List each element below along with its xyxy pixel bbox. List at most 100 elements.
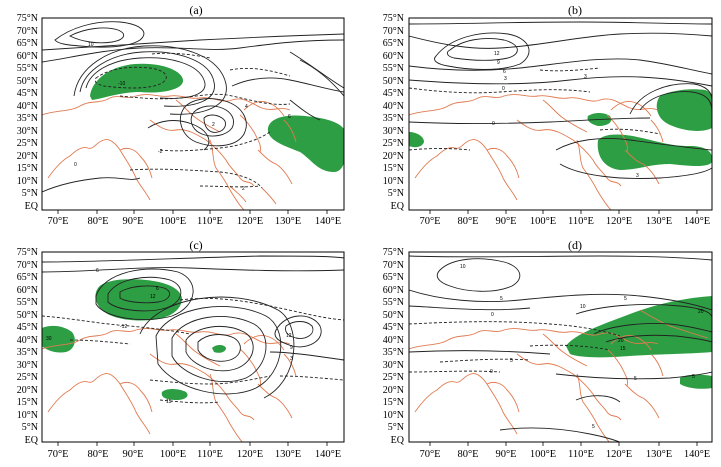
coastline (119, 381, 153, 413)
lat-label: 25°N (16, 372, 38, 383)
contour-line (159, 131, 271, 152)
shaded-region (597, 134, 712, 170)
panel-title-a: (a) (189, 3, 203, 17)
frame-a (41, 17, 345, 211)
contour-label: 6 (503, 69, 506, 75)
lat-label: 25°N (382, 372, 404, 383)
lon-label: 100°E (159, 449, 187, 460)
contour-line (229, 67, 291, 77)
contour-line (593, 323, 712, 335)
lat-label: 40°N (382, 100, 404, 112)
coastline (606, 114, 628, 153)
lon-label: 90°E (122, 449, 144, 460)
contour-line (197, 334, 241, 362)
contour-line (79, 51, 215, 107)
contour-line (42, 177, 141, 193)
contour-label: 2 (242, 186, 245, 192)
lon-label: 70°E (47, 449, 69, 460)
frame-c (41, 251, 345, 443)
contour-label: 0 (74, 162, 77, 168)
lon-label: 70°E (419, 216, 441, 227)
coastline (243, 335, 285, 351)
contour-line (285, 321, 314, 339)
coastline (414, 373, 518, 435)
coastline (606, 348, 628, 387)
contour-line (119, 285, 171, 304)
contour-line (409, 350, 551, 355)
lon-label: 140°E (683, 216, 711, 227)
coastline (624, 149, 660, 185)
coastline (47, 139, 151, 201)
lon-label: 90°E (122, 216, 144, 227)
contour-label: 20 (618, 338, 624, 344)
contour-label: 15 (166, 399, 172, 405)
contour-label: 20 (698, 309, 704, 315)
lon-label: 130°E (274, 216, 302, 227)
lat-label: 20°N (382, 150, 404, 162)
lat-label: 20°N (16, 150, 38, 162)
lat-label: 70°N (16, 259, 38, 271)
contour-line (42, 33, 344, 51)
lat-label: 75°N (382, 247, 404, 258)
lat-label: 75°N (382, 13, 404, 24)
lat-label: 5°N (387, 188, 404, 199)
contour-line (499, 427, 621, 442)
shaded-region (566, 296, 712, 358)
contour-label: 12 (150, 294, 156, 300)
contour-label: 12 (286, 333, 292, 339)
contour-label: 0 (502, 86, 505, 92)
lat-label: 60°N (382, 50, 404, 62)
coastline (209, 373, 243, 442)
lat-label: 50°N (16, 309, 38, 321)
lon-label: 120°E (236, 216, 264, 227)
contour-line (409, 289, 712, 311)
contour-label: 10 (88, 42, 94, 48)
contour-line (555, 138, 712, 151)
contour-line (42, 39, 344, 63)
lat-label: 5°N (21, 422, 38, 433)
lat-label: EQ (24, 434, 38, 446)
coastline (257, 149, 293, 185)
lat-label: 45°N (16, 322, 38, 333)
contour-line (555, 371, 712, 380)
contour-label: 0 (490, 369, 493, 375)
lon-label: 120°E (605, 449, 633, 460)
lat-label: 60°N (16, 284, 38, 296)
contour-label: 10 (460, 264, 466, 270)
lat-label: 50°N (382, 75, 404, 87)
lon-label: 90°E (495, 449, 517, 460)
contour-label: 3 (584, 74, 587, 80)
contour-line (409, 58, 712, 75)
coastline (486, 381, 520, 413)
contour-line (155, 306, 282, 395)
contour-label: 2 (212, 122, 215, 128)
contour-line (42, 315, 191, 335)
coastline (209, 139, 245, 210)
lon-label: 90°E (495, 216, 517, 227)
contour-line (409, 305, 531, 311)
contour-line (149, 375, 271, 385)
lon-label: 80°E (457, 216, 479, 227)
contour-label: 10 (580, 304, 586, 310)
lat-label: 35°N (382, 113, 404, 124)
lat-label: 45°N (382, 88, 404, 99)
contour-line (599, 128, 661, 135)
lon-label: 110°E (568, 216, 594, 227)
lat-label: 5°N (387, 422, 404, 433)
map-panel-c: 6 6 12 -12 12 9 3 30 15 (42, 255, 344, 442)
lat-label: 10°N (16, 175, 38, 187)
lat-label: EQ (24, 200, 38, 212)
contour-line (85, 57, 206, 99)
contour-label: 6 (96, 268, 99, 274)
contour-line (629, 83, 712, 115)
lon-label: 130°E (645, 449, 673, 460)
lat-label: 5°N (21, 188, 38, 199)
coastline (261, 187, 277, 205)
lat-label: 65°N (16, 272, 38, 283)
contour-line (289, 51, 344, 89)
shaded-region (161, 389, 188, 400)
coastline (409, 94, 659, 116)
coastline (149, 353, 255, 421)
map-panel-b: 12 9 6 3 0 3 0 3 (409, 21, 712, 210)
frame-b (408, 17, 713, 211)
